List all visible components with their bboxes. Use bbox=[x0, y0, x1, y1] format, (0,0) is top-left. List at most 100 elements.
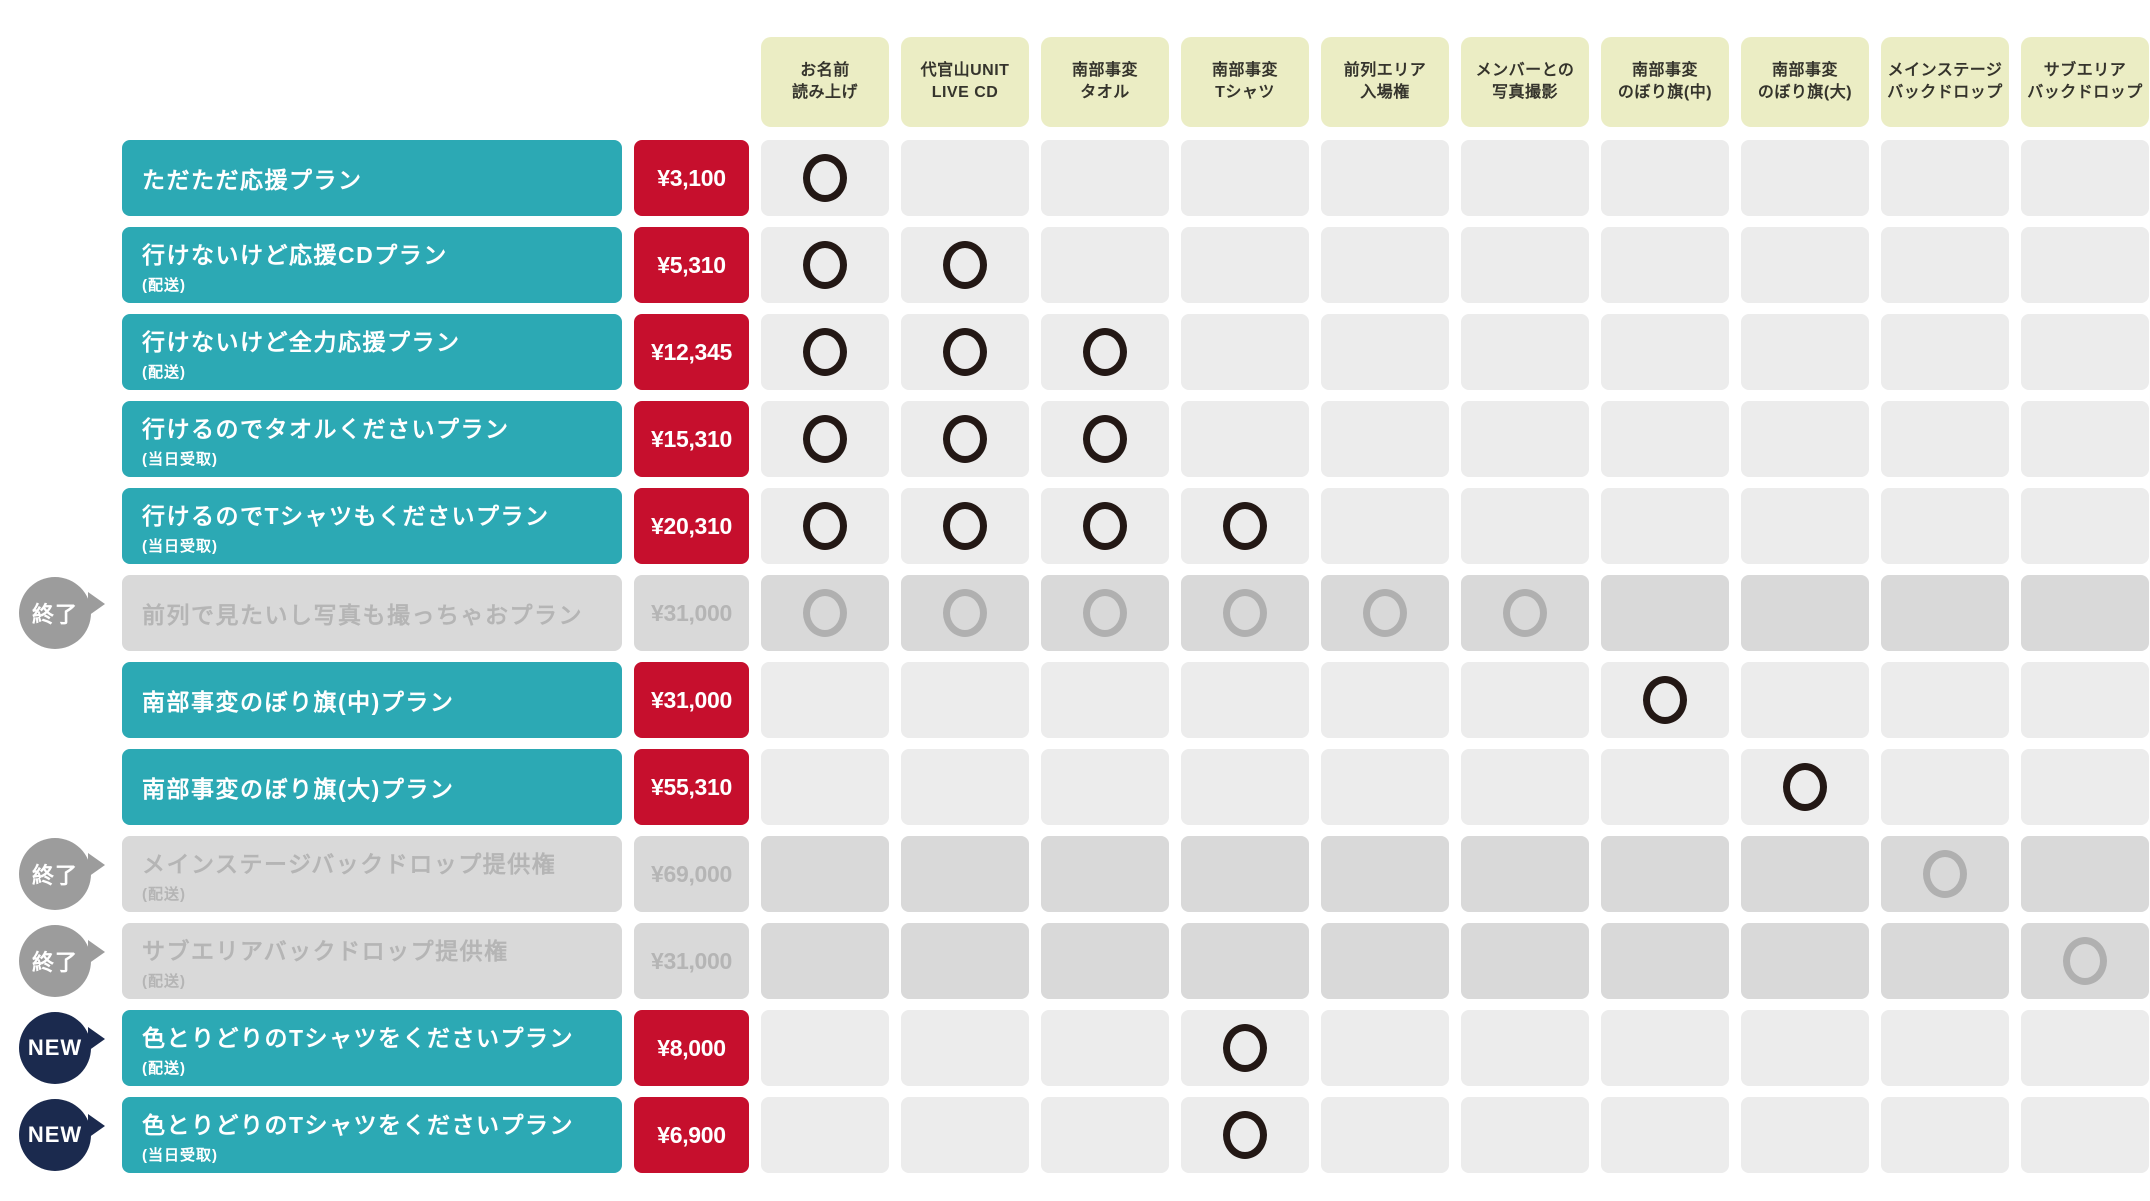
plan-note: (当日受取) bbox=[142, 1146, 218, 1164]
plan-name: 南部事変のぼり旗(大)プラン bbox=[142, 776, 455, 802]
plan-price: ¥31,000 bbox=[634, 923, 749, 999]
plan-name: 色とりどりのTシャツをくださいプラン bbox=[142, 1024, 575, 1051]
plan-note: (配送) bbox=[142, 1059, 186, 1077]
plan-name: 行けないけど応援CDプラン bbox=[142, 241, 448, 268]
benefit-cell bbox=[1461, 140, 1589, 216]
plan-row: 行けるのでTシャツもくださいプラン (当日受取) ¥20,310 bbox=[0, 488, 2149, 564]
included-circle-icon bbox=[803, 415, 847, 463]
plan-row: 南部事変のぼり旗(大)プラン ¥55,310 bbox=[0, 749, 2149, 825]
ended-badge: 終了 bbox=[19, 838, 91, 910]
benefit-header-line1: 南部事変 bbox=[1211, 61, 1278, 79]
included-circle-icon bbox=[943, 589, 987, 637]
benefit-header-line1: 南部事変 bbox=[1071, 61, 1138, 79]
plan-row: NEW 色とりどりのTシャツをくださいプラン (配送) ¥8,000 bbox=[0, 1010, 2149, 1086]
benefit-cell bbox=[901, 401, 1029, 477]
plan-note: (配送) bbox=[142, 276, 186, 294]
benefit-cell bbox=[1041, 314, 1169, 390]
plan-badge-zone: 終了 bbox=[0, 575, 110, 651]
benefit-cell bbox=[2021, 401, 2149, 477]
benefit-cell bbox=[1041, 1010, 1169, 1086]
plan-badge-zone bbox=[0, 314, 110, 390]
benefit-cell bbox=[761, 662, 889, 738]
included-circle-icon bbox=[803, 328, 847, 376]
benefit-header-cell: 南部事変 Tシャツ bbox=[1181, 37, 1309, 127]
benefit-cell bbox=[1041, 488, 1169, 564]
benefit-header-line2: LIVE CD bbox=[931, 84, 999, 101]
benefit-header-row: お名前 読み上げ 代官山UNIT LIVE CD 南部事変 タオル 南部事変 Tシャツ 前列エリ… bbox=[0, 37, 2149, 127]
plan-note: (当日受取) bbox=[142, 450, 218, 468]
plan-name-bar: 前列で見たいし写真も撮っちゃおプラン bbox=[122, 575, 622, 651]
badge-label: 終了 bbox=[31, 602, 78, 627]
benefit-cell bbox=[1461, 749, 1589, 825]
plan-price: ¥31,000 bbox=[634, 575, 749, 651]
benefit-cell bbox=[1461, 401, 1589, 477]
benefit-cell bbox=[2021, 488, 2149, 564]
benefit-header-line2: のぼり旗(中) bbox=[1617, 84, 1713, 101]
benefit-header-line1: メインステージ bbox=[1887, 61, 2003, 79]
benefit-cell bbox=[1181, 836, 1309, 912]
plan-badge-zone bbox=[0, 140, 110, 216]
benefit-cell bbox=[761, 1010, 889, 1086]
included-circle-icon bbox=[1083, 589, 1127, 637]
benefit-cell bbox=[2021, 1097, 2149, 1173]
new-badge: NEW bbox=[19, 1099, 91, 1171]
plan-row: 終了 サブエリアバックドロップ提供権 (配送) ¥31,000 bbox=[0, 923, 2149, 999]
plan-note: (配送) bbox=[142, 972, 186, 990]
plan-price: ¥15,310 bbox=[634, 401, 749, 477]
benefit-header-line1: 前列エリア bbox=[1343, 61, 1427, 79]
plan-badge-zone: NEW bbox=[0, 1097, 110, 1173]
benefit-cell bbox=[1321, 1010, 1449, 1086]
benefit-cell bbox=[1881, 575, 2009, 651]
benefit-cell bbox=[1461, 923, 1589, 999]
benefit-cell bbox=[761, 575, 889, 651]
benefit-cell bbox=[1181, 140, 1309, 216]
plan-row: 行けないけど全力応援プラン (配送) ¥12,345 bbox=[0, 314, 2149, 390]
plan-price: ¥8,000 bbox=[634, 1010, 749, 1086]
benefit-cell bbox=[1181, 314, 1309, 390]
included-circle-icon bbox=[1083, 415, 1127, 463]
benefit-cell bbox=[1741, 1097, 1869, 1173]
benefit-cell bbox=[1321, 488, 1449, 564]
included-circle-icon bbox=[1083, 328, 1127, 376]
included-circle-icon bbox=[943, 415, 987, 463]
benefit-cell bbox=[1741, 140, 1869, 216]
plan-row: NEW 色とりどりのTシャツをくださいプラン (当日受取) ¥6,900 bbox=[0, 1097, 2149, 1173]
plan-name: 行けないけど全力応援プラン bbox=[142, 328, 461, 355]
benefit-cell bbox=[1741, 923, 1869, 999]
benefit-header-line2: バックドロップ bbox=[1887, 84, 2003, 101]
plan-name-bar: 色とりどりのTシャツをくださいプラン (配送) bbox=[122, 1010, 622, 1086]
benefit-cell bbox=[1741, 749, 1869, 825]
plan-price: ¥3,100 bbox=[634, 140, 749, 216]
plan-note: (配送) bbox=[142, 363, 186, 381]
badge-label: NEW bbox=[27, 1035, 83, 1060]
benefit-cell bbox=[1041, 140, 1169, 216]
benefit-cell bbox=[1181, 575, 1309, 651]
benefit-cell bbox=[1041, 923, 1169, 999]
benefit-cell bbox=[901, 749, 1029, 825]
benefit-header-line2: タオル bbox=[1080, 84, 1130, 101]
benefit-cell bbox=[761, 401, 889, 477]
benefit-cell bbox=[1601, 1010, 1729, 1086]
benefit-header-cell: メインステージ バックドロップ bbox=[1881, 37, 2009, 127]
benefit-cell bbox=[1601, 836, 1729, 912]
benefit-header-line2: のぼり旗(大) bbox=[1757, 84, 1853, 101]
plan-badge-zone bbox=[0, 488, 110, 564]
ended-badge: 終了 bbox=[19, 577, 91, 649]
benefit-cell bbox=[1601, 1097, 1729, 1173]
benefit-header-line1: 南部事変 bbox=[1631, 61, 1698, 79]
included-circle-icon bbox=[803, 502, 847, 550]
plan-rows: ただただ応援プラン ¥3,100 行けないけど応援CDプラン (配送) ¥5,310 行け… bbox=[0, 140, 2149, 1173]
benefit-cell bbox=[2021, 836, 2149, 912]
included-circle-icon bbox=[803, 154, 847, 202]
benefit-cell bbox=[1321, 575, 1449, 651]
plan-name: サブエリアバックドロップ提供権 bbox=[142, 937, 509, 964]
benefit-cell bbox=[1461, 314, 1589, 390]
benefit-cell bbox=[1041, 227, 1169, 303]
plan-name-bar: 行けるのでタオルくださいプラン (当日受取) bbox=[122, 401, 622, 477]
benefit-cell bbox=[1461, 662, 1589, 738]
plan-benefit-comparison-matrix: お名前 読み上げ 代官山UNIT LIVE CD 南部事変 タオル 南部事変 Tシャツ 前列エリ… bbox=[0, 0, 2149, 1173]
benefit-header-line1: お名前 bbox=[800, 61, 850, 79]
plan-price: ¥12,345 bbox=[634, 314, 749, 390]
benefit-header-cell: サブエリア バックドロップ bbox=[2021, 37, 2149, 127]
plan-price: ¥6,900 bbox=[634, 1097, 749, 1173]
